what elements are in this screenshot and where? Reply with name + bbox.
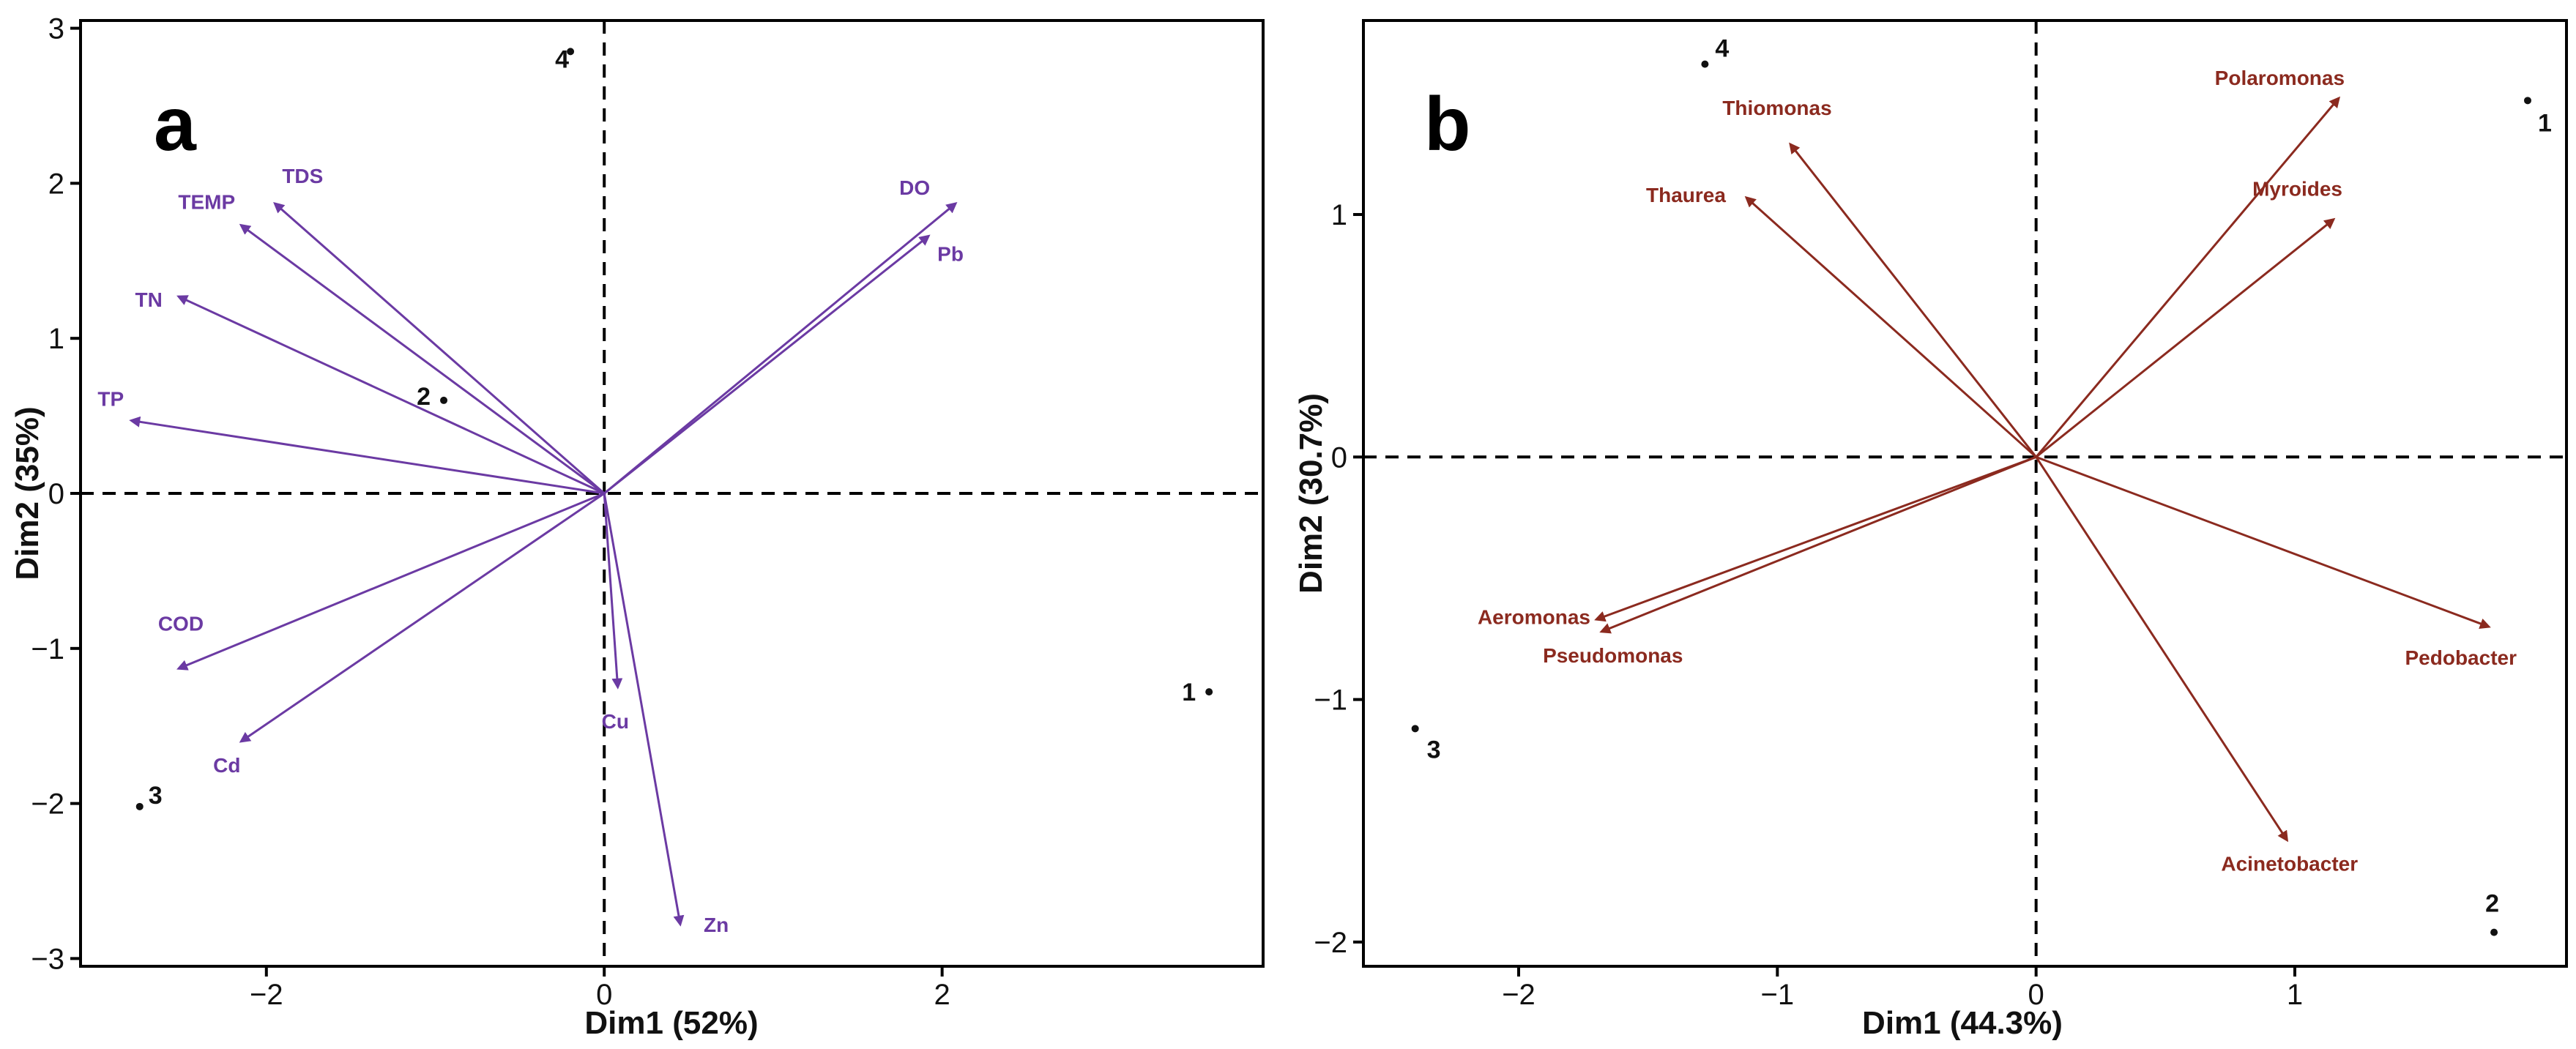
panel-b-sample-point-3 [1411,725,1419,733]
panel-b-x-tick-label: 1 [2287,979,2303,1011]
panel-a-x-tick-label: −2 [250,979,283,1011]
panel-a-vector-label-temp: TEMP [178,191,235,214]
panel-a-y-tick-label: 3 [48,13,64,45]
panel-a-vector-label-pb: Pb [937,242,964,265]
panel-b-vector-thiomonas [1789,142,2037,458]
panel-a-sample-point-4 [567,48,575,56]
panel-a-vector-label-do: DO [899,176,930,199]
panel-a-vector-label-tp: TP [97,387,124,410]
panel-a-letter: a [154,82,197,167]
panel-b-sample-point-2 [2490,928,2498,936]
panel-b-y-tick-label: −1 [1314,684,1347,717]
panel-a-vector-zn [603,493,685,927]
panel-a-y-tick-label: 1 [48,323,64,355]
panel-a-vector-tp [129,416,605,495]
panel-a-y-tick-label: −1 [31,633,64,665]
panel-a-vector-label-tn: TN [135,288,162,311]
panel-a-y-tick-label: 2 [48,168,64,200]
panel-b-x-tick-label: −2 [1502,979,1535,1011]
panel-b-vector-label-pseudomonas: Pseudomonas [1543,644,1683,667]
panel-b-x-tick-label: −1 [1761,979,1795,1011]
panel-a-sample-point-1 [1205,688,1213,696]
panel-a-vector-cod [176,492,605,671]
panel-a-vector-pb [603,234,931,495]
panel-a-x-tick-label: 2 [934,979,950,1011]
panel-a-vector-label-cd: Cd [213,754,240,777]
panel-b-vector-label-thaurea: Thaurea [1646,184,1726,206]
panel-a-vector-cd [239,492,606,743]
panel-b-sample-label-2: 2 [2485,890,2499,918]
panel-b-sample-label-1: 1 [2538,109,2552,137]
panel-a-sample-label-3: 3 [149,782,163,810]
panel-b-y-axis-label: Dim2 (30.7%) [1293,393,1329,594]
panel-a-x-tick-label: 0 [596,979,612,1011]
panel-a-vector-label-tds: TDS [282,165,323,187]
panel-b-plot-frame [1362,19,2568,968]
panel-a-vector-do [603,202,958,495]
panel-b-vector-label-aeromonas: Aeromonas [1478,605,1590,628]
panel-a-biplot: −2 0 2 −3 −2 −1 0 1 2 3 Dim1 (52%) Dim2 (35%) a TDS TE… [10,13,1265,1041]
panel-b-vector-label-acinetobacter: Acinetobacter [2221,853,2358,876]
panel-a-sample-label-1: 1 [1182,679,1196,706]
panel-a-y-axis-label: Dim2 (35%) [10,406,45,580]
panel-a-vector-tds [273,201,606,495]
panel-b-y-tick-label: 0 [1331,441,1347,474]
panel-b-sample-label-4: 4 [1715,35,1729,63]
panel-b-vector-thaurea [1744,195,2037,458]
panel-b-y-tick-label: −2 [1314,927,1347,959]
panel-b-vector-pedobacter [2036,455,2491,630]
panel-a-y-tick-label: −3 [31,943,64,975]
panel-b-vector-polaromonas [2035,96,2341,458]
panel-b-letter: b [1424,82,1471,167]
panel-b-vector-label-myroides: Myroides [2252,178,2342,201]
panel-a-y-tick-label: 0 [48,478,64,510]
panel-a-vector-tn [176,295,605,495]
panel-b-sample-point-4 [1701,60,1709,68]
panel-b-vector-myroides [2035,217,2336,458]
panel-b-vector-label-thiomonas: Thiomonas [1722,97,1831,119]
panel-a-y-tick-label: −2 [31,788,64,821]
panel-a-sample-point-3 [135,802,144,810]
panel-b-sample-point-1 [2524,97,2531,105]
panel-a-vector-cu [603,493,623,690]
panel-b-y-tick-label: 1 [1331,199,1347,231]
panel-a-vector-label-cu: Cu [602,710,629,733]
panel-b-vector-label-polaromonas: Polaromonas [2215,67,2345,89]
panel-b-x-tick-label: 0 [2028,979,2044,1011]
panel-a-vector-label-cod: COD [158,612,204,635]
panel-b-vector-pseudomonas [1599,455,2037,634]
panel-a-sample-label-2: 2 [417,383,431,411]
panel-a-vector-label-zn: Zn [704,914,729,936]
panel-a-vector-temp [239,223,606,495]
panel-b-sample-label-3: 3 [1427,736,1441,764]
panel-a-x-axis-label: Dim1 (52%) [584,1005,758,1041]
panel-b-x-axis-label: Dim1 (44.3%) [1862,1005,2063,1041]
panel-b-vector-aeromonas [1594,455,2037,622]
panel-a-sample-label-4: 4 [555,45,569,73]
panel-b-vector-label-pedobacter: Pedobacter [2405,646,2517,669]
panel-a-sample-point-2 [440,396,448,404]
panel-b-vector-acinetobacter [2035,456,2289,843]
panel-b-biplot: −2 −1 0 1 −2 −1 0 1 Dim1 (44.3%) Dim2 (30.7%) b Pol… [1293,19,2568,1041]
